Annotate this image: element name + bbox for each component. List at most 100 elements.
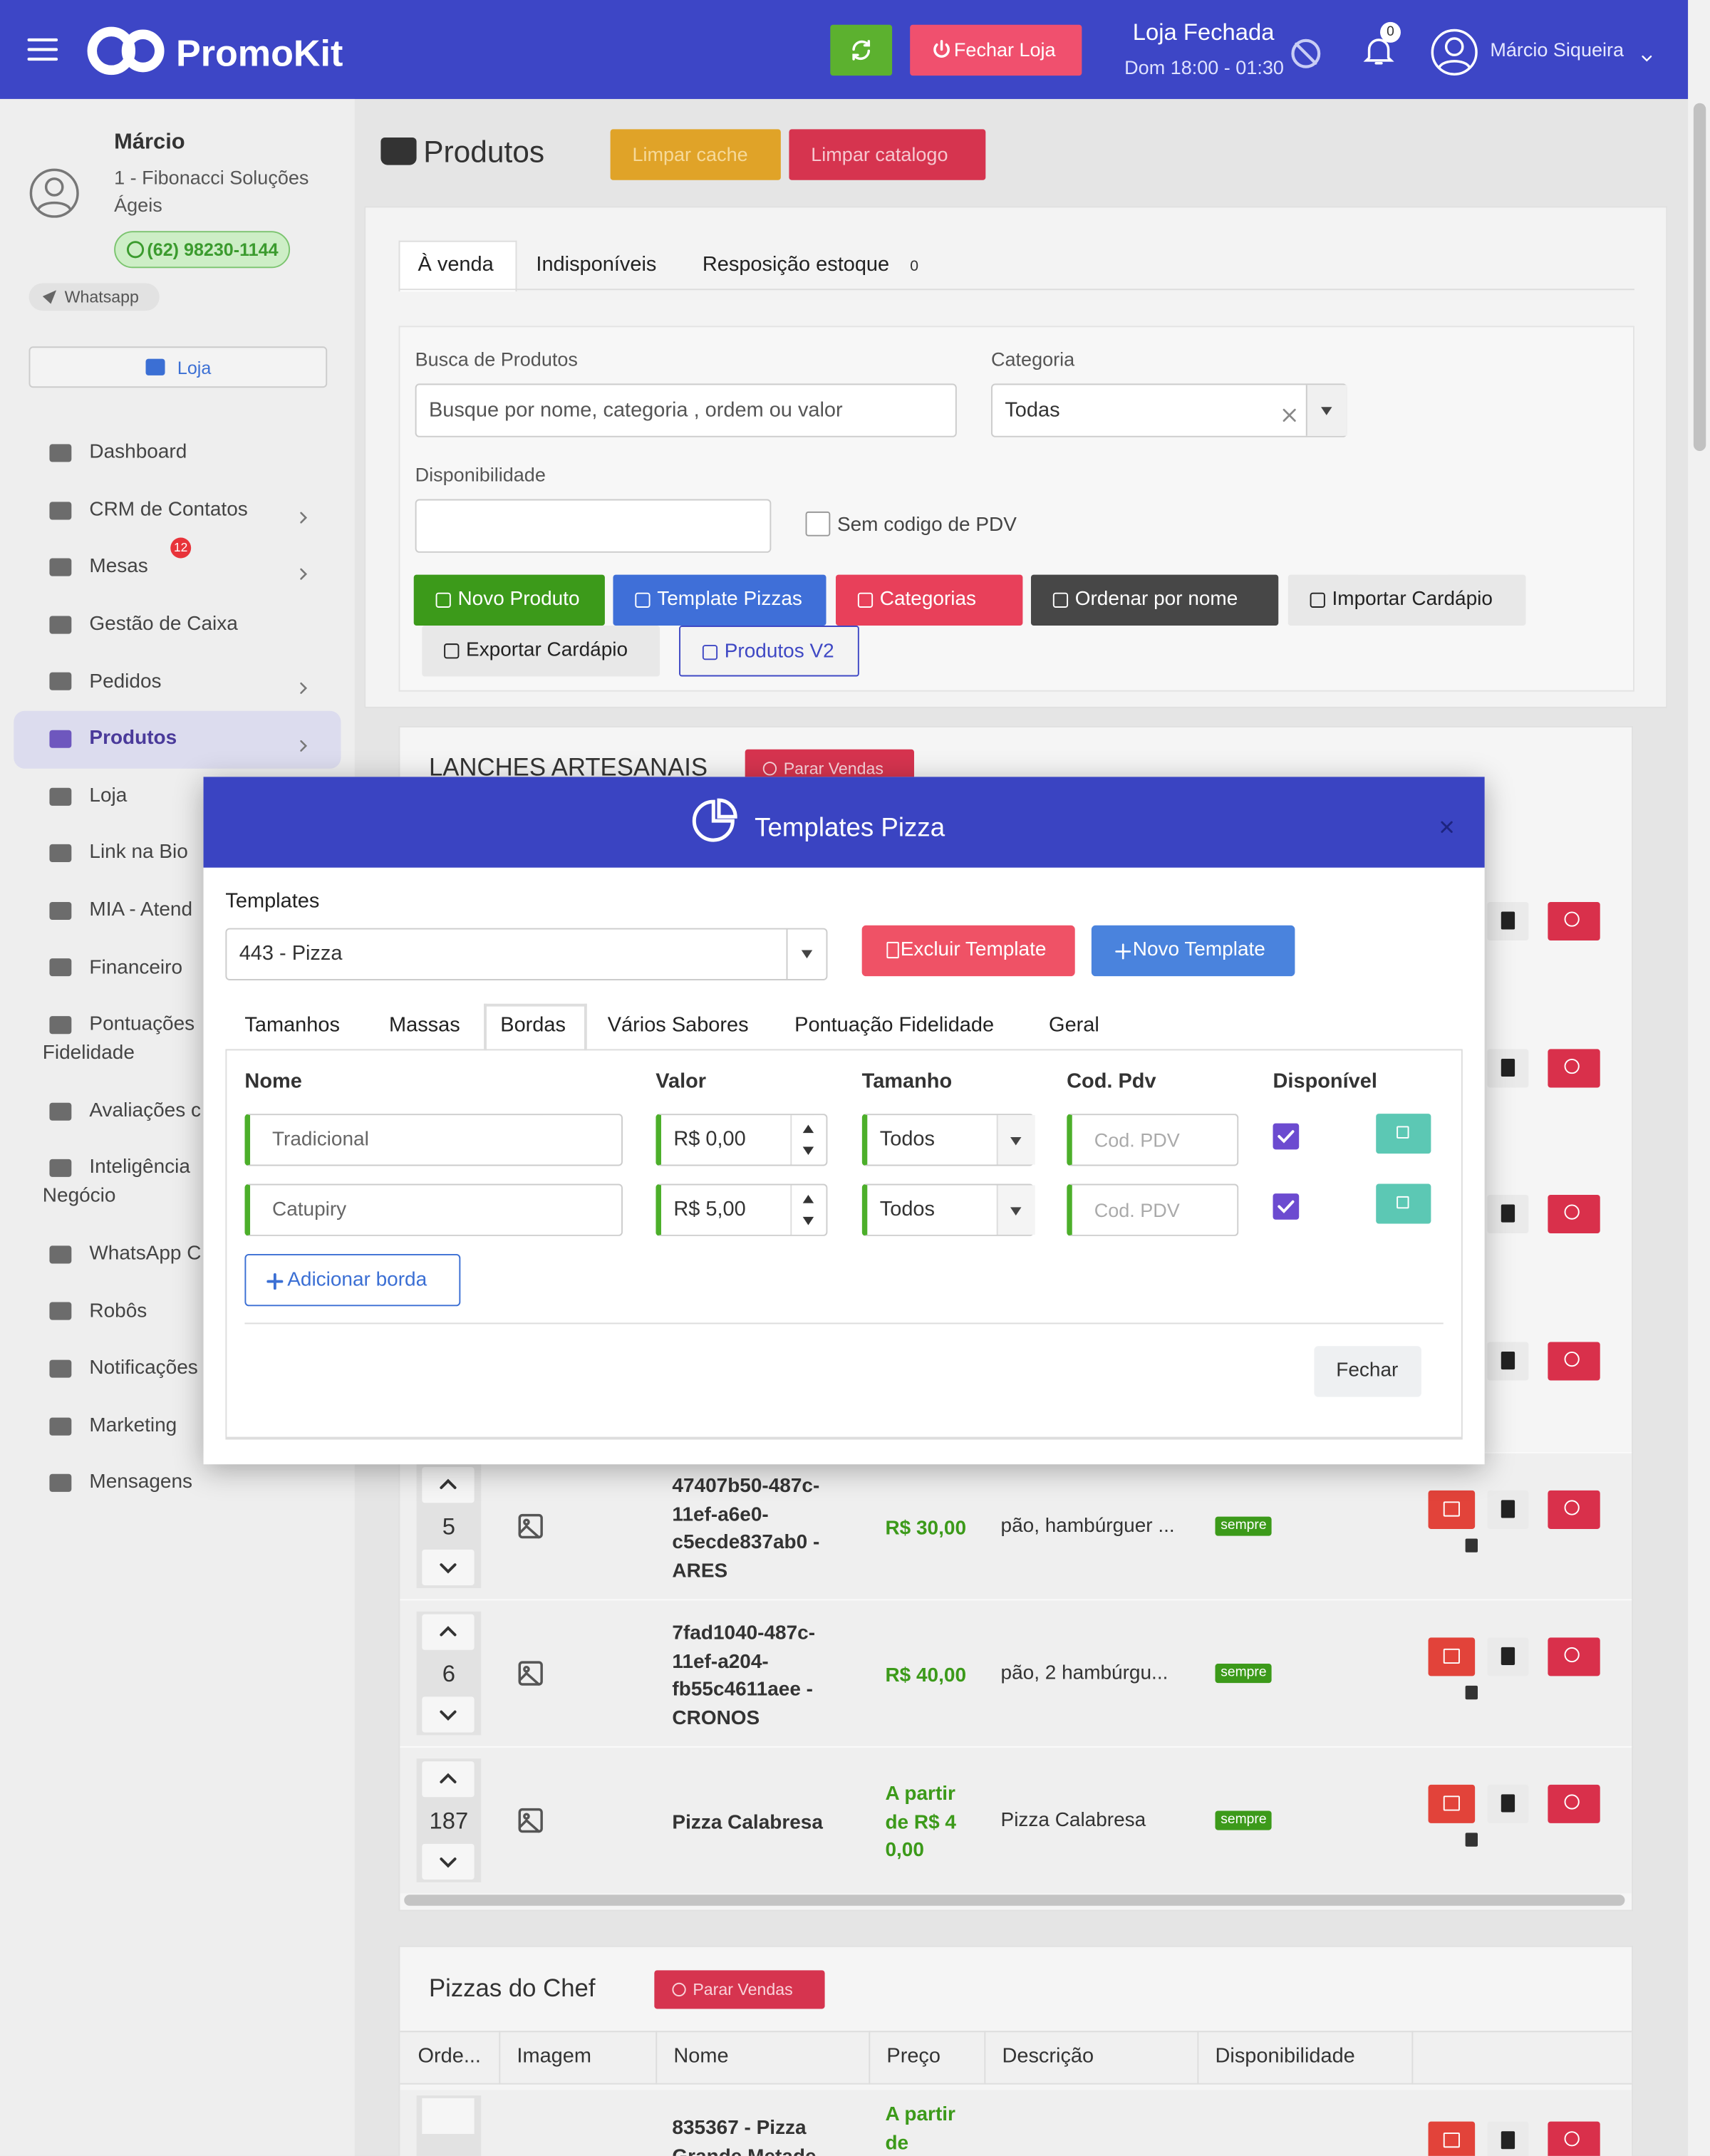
edit-button[interactable] (1428, 1637, 1476, 1676)
phone-badge[interactable]: (62) 98230-1144 (114, 231, 291, 269)
spin-up[interactable] (802, 1194, 814, 1203)
save-button[interactable] (1376, 1114, 1431, 1154)
delete-button[interactable] (1487, 1194, 1529, 1234)
menu-item[interactable]: Pedidos (14, 653, 341, 710)
pause-button[interactable] (1548, 901, 1600, 940)
new-template-button[interactable]: Novo Template (1091, 925, 1295, 977)
notifications-button[interactable] (1362, 34, 1395, 67)
action-button[interactable]: Exportar Cardápio (422, 626, 660, 677)
menu-item[interactable]: Produtos (14, 710, 341, 768)
order-up[interactable] (422, 1467, 475, 1503)
order-down[interactable] (422, 1549, 475, 1586)
delete-button[interactable] (1487, 1342, 1529, 1381)
menu-item[interactable]: Dashboard (14, 425, 341, 482)
pause-button[interactable] (1548, 1194, 1600, 1234)
user-name[interactable]: Márcio Siqueira (1490, 38, 1624, 61)
scrollbar-thumb[interactable] (1693, 103, 1706, 451)
action-button[interactable]: Importar Cardápio (1287, 574, 1526, 626)
refresh-button[interactable] (830, 24, 893, 76)
pause-button[interactable] (1548, 1342, 1600, 1381)
h-scrollbar[interactable] (404, 1895, 1625, 1906)
spin-up[interactable] (802, 1124, 814, 1134)
order-up[interactable] (422, 2098, 475, 2135)
close-button[interactable]: Fechar (1314, 1346, 1421, 1397)
delete-button[interactable] (1487, 1637, 1529, 1676)
size-select[interactable]: Todos (861, 1183, 1035, 1236)
pause-button[interactable] (1548, 1784, 1600, 1823)
modal-tab[interactable]: Geral (1049, 1013, 1099, 1037)
value-input[interactable]: R$ 5,00 (656, 1183, 828, 1236)
action-button[interactable]: Template Pizzas (613, 574, 826, 626)
store-button[interactable]: Loja (28, 346, 328, 388)
copy-icon[interactable] (1465, 1685, 1478, 1700)
menu-item[interactable]: Gestão de Caixa (14, 596, 341, 653)
no-pdv-checkbox[interactable] (805, 511, 831, 537)
spin-down[interactable] (802, 1146, 814, 1156)
pause-button[interactable] (1548, 1637, 1600, 1676)
tab[interactable]: Indisponíveis (536, 253, 657, 276)
menu-item[interactable]: Inteligência Negócio (14, 1140, 341, 1226)
order-down[interactable] (422, 1696, 475, 1733)
action-button[interactable]: Ordenar por nome (1030, 574, 1279, 626)
whatsapp-tag[interactable]: Whatsapp (28, 283, 160, 311)
order-up[interactable] (422, 1614, 475, 1650)
menu-item[interactable]: Mensagens (14, 1455, 341, 1512)
pdv-input[interactable]: Cod. PDV (1067, 1114, 1239, 1166)
menu-item[interactable]: CRM de Contatos (14, 482, 341, 539)
menu-item[interactable]: Financeiro (14, 940, 341, 997)
copy-icon[interactable] (1465, 1833, 1478, 1847)
menu-item[interactable]: Notificações (14, 1340, 341, 1397)
size-select[interactable]: Todos (861, 1114, 1035, 1166)
category-select[interactable]: Todas (991, 383, 1347, 437)
delete-button[interactable] (1487, 1049, 1529, 1088)
modal-close[interactable] (1441, 815, 1453, 833)
menu-item[interactable]: MIA - Atend (14, 882, 341, 939)
menu-item[interactable]: Loja (14, 768, 341, 825)
menu-item[interactable]: Robôs (14, 1283, 341, 1340)
add-border-button[interactable]: Adicionar borda (244, 1253, 461, 1307)
menu-item[interactable]: Mesas 12 (14, 537, 341, 596)
action-button[interactable]: Categorias (836, 574, 1023, 626)
delete-button[interactable] (1487, 1784, 1529, 1823)
pause-button[interactable] (1548, 1049, 1600, 1088)
modal-tab[interactable]: Massas (388, 1013, 460, 1037)
tab[interactable]: À venda (418, 253, 494, 276)
spinner[interactable] (802, 1122, 815, 1158)
delete-button[interactable] (1487, 2121, 1529, 2156)
order-up[interactable] (422, 1761, 475, 1798)
edit-button[interactable] (1428, 1784, 1476, 1823)
value-input[interactable]: R$ 0,00 (656, 1114, 828, 1166)
search-input[interactable]: Busque por nome, categoria , ordem ou va… (415, 383, 957, 437)
delete-button[interactable] (1487, 1490, 1529, 1529)
clear-cache-button[interactable]: Limpar cache (610, 129, 781, 180)
name-input[interactable]: Catupiry (244, 1183, 623, 1236)
edit-button[interactable] (1428, 1490, 1476, 1529)
edit-button[interactable] (1428, 2121, 1476, 2156)
availability-select[interactable] (415, 499, 772, 553)
menu-item[interactable]: Avaliações c (14, 1083, 341, 1140)
user-avatar[interactable] (1431, 28, 1478, 76)
modal-tab[interactable]: Tamanhos (244, 1013, 340, 1037)
save-button[interactable] (1376, 1183, 1431, 1224)
copy-icon[interactable] (1465, 1538, 1478, 1553)
modal-tab[interactable]: Vários Sabores (607, 1013, 749, 1037)
pause-button[interactable] (1548, 2121, 1600, 2156)
pause-button[interactable] (1548, 1490, 1600, 1529)
menu-item[interactable]: Marketing (14, 1398, 341, 1455)
action-button[interactable]: Novo Produto (413, 574, 605, 626)
tab[interactable]: Resposição estoque (702, 253, 890, 276)
template-select[interactable]: 443 - Pizza (225, 928, 828, 980)
menu-toggle[interactable] (27, 37, 58, 62)
spinner[interactable] (802, 1192, 815, 1228)
menu-item[interactable]: Link na Bio (14, 825, 341, 882)
clear-catalog-button[interactable]: Limpar catalogo (789, 129, 986, 180)
clear-icon[interactable] (1282, 404, 1296, 422)
order-down[interactable] (422, 1843, 475, 1880)
delete-template-button[interactable]: Excluir Template (861, 925, 1075, 977)
available-checkbox[interactable] (1273, 1193, 1300, 1220)
available-checkbox[interactable] (1273, 1123, 1300, 1150)
spin-down[interactable] (802, 1216, 814, 1225)
menu-item[interactable]: Pontuações Fidelidade (14, 997, 341, 1083)
pdv-input[interactable]: Cod. PDV (1067, 1183, 1239, 1236)
name-input[interactable]: Tradicional (244, 1114, 623, 1166)
